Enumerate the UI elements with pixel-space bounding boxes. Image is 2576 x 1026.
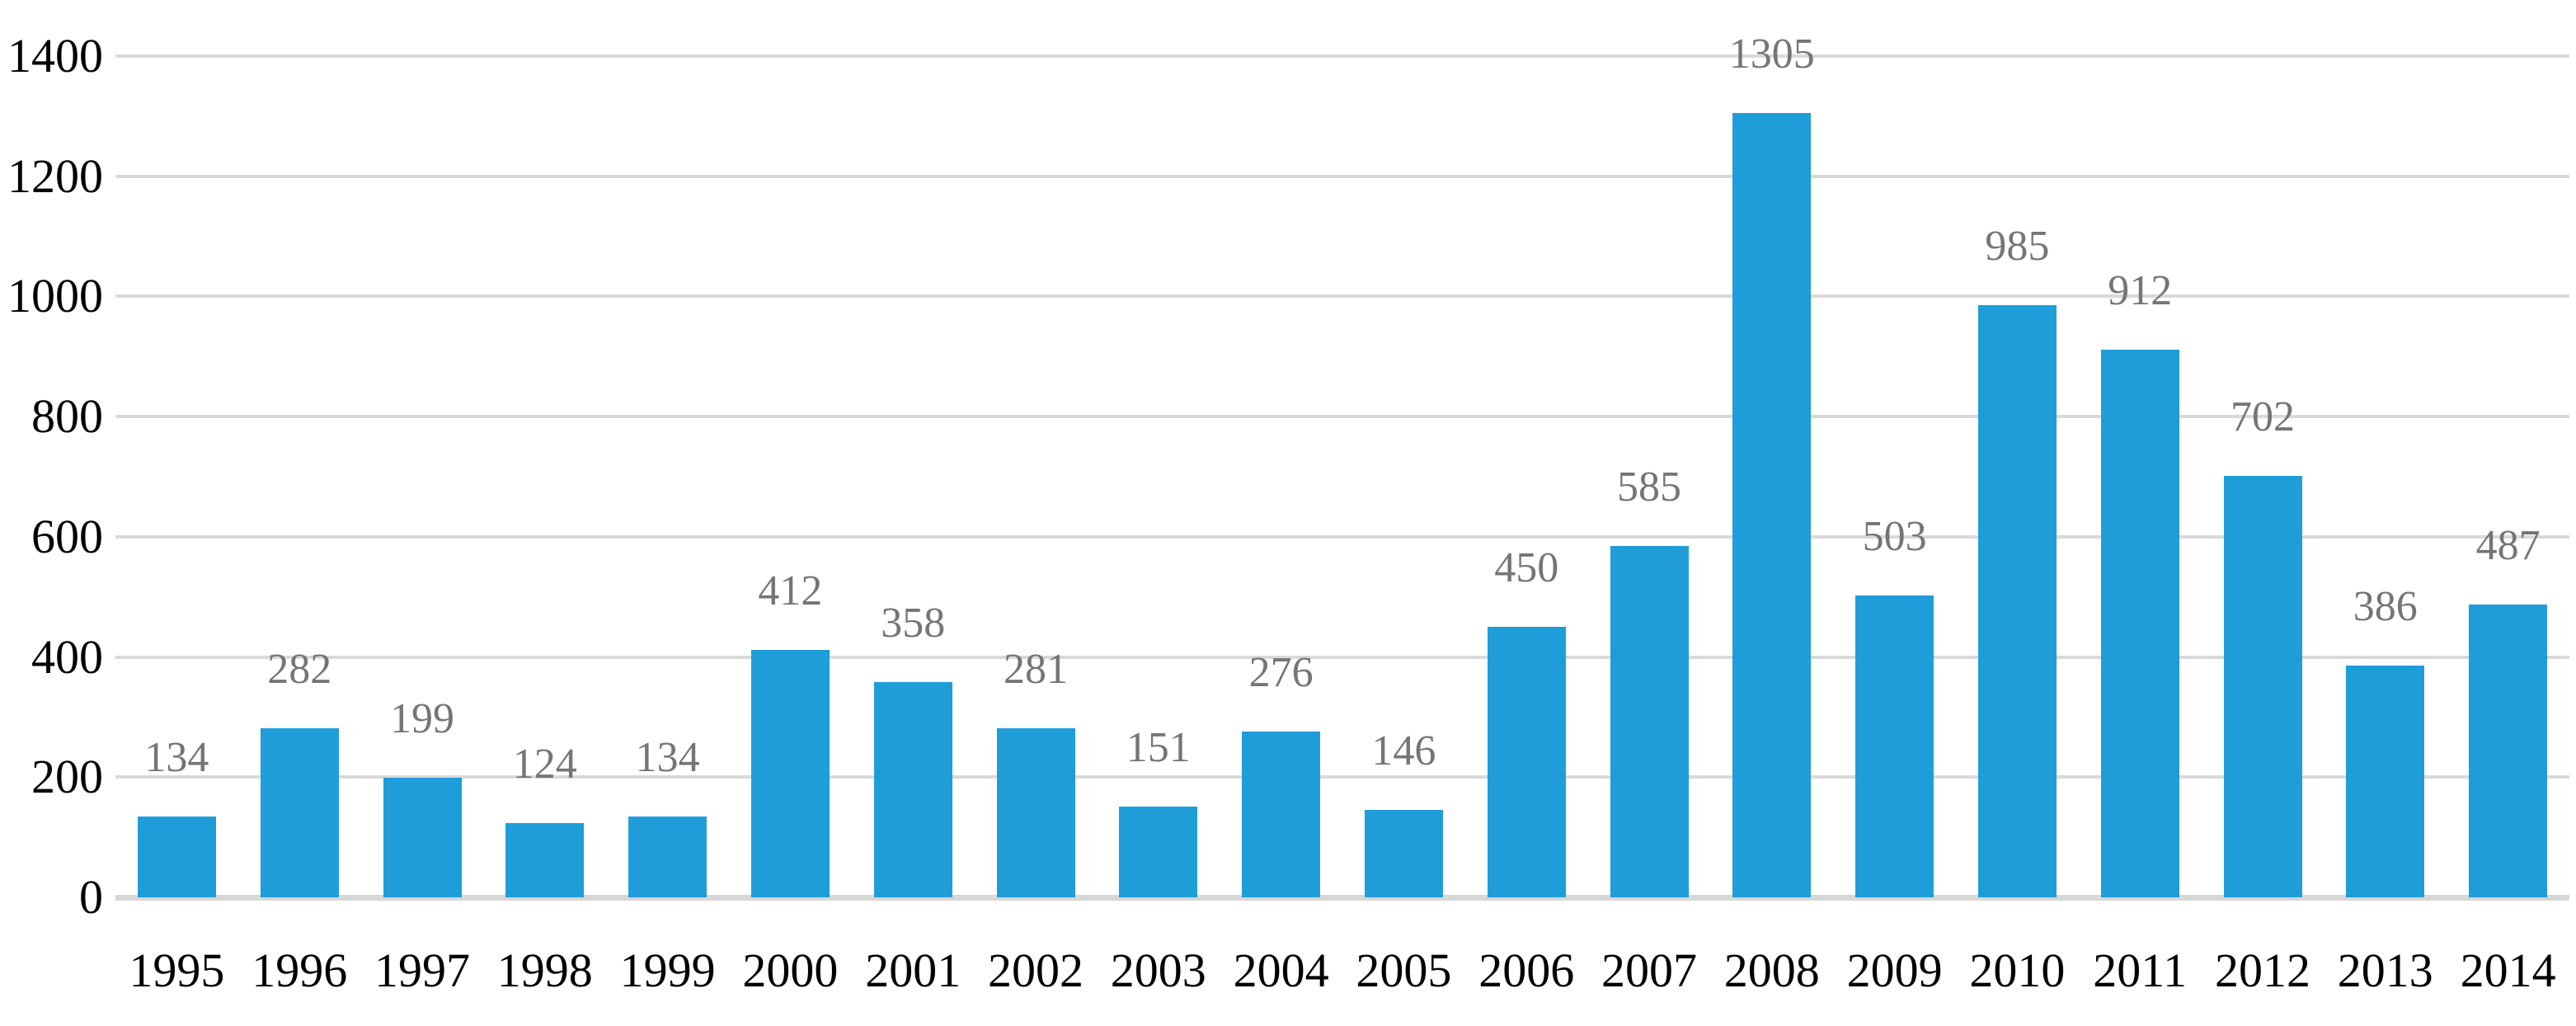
bar-2013 — [2346, 665, 2425, 897]
bar-value-label: 282 — [267, 645, 332, 693]
bar-value-label: 912 — [2108, 266, 2173, 314]
bar-value-label: 386 — [2353, 582, 2418, 630]
gridline — [115, 775, 2569, 779]
y-axis-tick-label: 200 — [31, 750, 103, 804]
gridline — [115, 54, 2569, 58]
bar-value-label: 124 — [512, 740, 577, 788]
gridline — [115, 655, 2569, 659]
y-axis-tick-label: 1200 — [7, 148, 103, 203]
bar-value-label: 503 — [1862, 512, 1927, 560]
bar-2004 — [1242, 731, 1321, 897]
bar-value-label: 450 — [1494, 544, 1559, 592]
x-axis-tick-label: 1998 — [496, 944, 593, 997]
y-axis-tick-label: 1000 — [7, 269, 103, 323]
y-axis-tick-label: 0 — [79, 870, 103, 924]
bar-2009 — [1855, 595, 1934, 897]
x-axis-baseline — [115, 895, 2569, 901]
gridline — [115, 174, 2569, 178]
bar-2010 — [1977, 305, 2057, 897]
x-axis-tick-label: 2002 — [988, 944, 1084, 997]
bar-2005 — [1364, 809, 1443, 897]
bar-1997 — [383, 778, 462, 897]
y-axis-tick-label: 1400 — [7, 29, 103, 82]
x-axis-tick-label: 2009 — [1846, 944, 1943, 997]
x-axis-tick-label: 1995 — [129, 944, 225, 997]
x-axis-tick-label: 1997 — [374, 944, 470, 997]
bar-2000 — [750, 649, 830, 897]
bar-value-label: 146 — [1371, 727, 1436, 774]
x-axis-tick-label: 2004 — [1233, 944, 1329, 997]
bar-1998 — [505, 822, 585, 897]
x-axis-tick-label: 2012 — [2215, 944, 2310, 997]
bar-value-label: 985 — [1985, 223, 2050, 271]
bar-value-label: 585 — [1617, 463, 1681, 511]
y-axis-tick-label: 400 — [31, 629, 103, 684]
x-axis-tick-label: 2011 — [2093, 944, 2188, 997]
bar-2012 — [2223, 475, 2302, 897]
bar-1996 — [260, 727, 339, 897]
x-axis-tick-label: 2007 — [1601, 944, 1697, 997]
y-axis-tick-label: 600 — [31, 509, 103, 563]
bar-2008 — [1732, 113, 1812, 897]
x-axis-tick-label: 2008 — [1723, 944, 1820, 997]
bar-2006 — [1487, 627, 1566, 897]
x-axis-tick-label: 2006 — [1478, 944, 1575, 997]
bar-1999 — [628, 817, 707, 897]
bar-value-label: 151 — [1126, 723, 1191, 771]
bar-value-label: 412 — [758, 567, 823, 614]
bar-value-label: 281 — [1004, 646, 1068, 694]
bar-value-label: 358 — [881, 600, 946, 647]
bar-value-label: 134 — [635, 734, 700, 782]
bar-2007 — [1610, 545, 1689, 897]
x-axis-tick-label: 2013 — [2337, 944, 2433, 997]
x-axis-tick-label: 2001 — [865, 944, 961, 997]
x-axis-tick-label: 2005 — [1356, 944, 1452, 997]
bar-2011 — [2100, 349, 2179, 897]
gridline — [115, 294, 2569, 299]
bar-value-label: 1305 — [1728, 31, 1815, 78]
bar-2003 — [1119, 806, 1198, 897]
bar-2001 — [873, 682, 952, 897]
bar-value-label: 276 — [1248, 648, 1314, 696]
x-axis-tick-label: 2010 — [1969, 944, 2066, 997]
bar-2002 — [996, 728, 1075, 897]
x-axis-tick-label: 2000 — [742, 944, 839, 997]
gridline — [115, 534, 2569, 539]
bar-value-label: 199 — [390, 695, 454, 742]
bar-value-label: 487 — [2475, 522, 2541, 570]
bar-2014 — [2469, 605, 2548, 897]
y-axis-tick-label: 800 — [31, 389, 103, 444]
x-axis-tick-label: 2003 — [1110, 944, 1206, 997]
x-axis-tick-label: 2014 — [2460, 944, 2556, 997]
gridline — [115, 415, 2569, 419]
bar-value-label: 134 — [144, 734, 209, 782]
bar-value-label: 702 — [2230, 393, 2295, 440]
x-axis-tick-label: 1999 — [619, 944, 716, 997]
bar-1995 — [137, 817, 216, 897]
x-axis-tick-label: 1996 — [251, 944, 348, 997]
